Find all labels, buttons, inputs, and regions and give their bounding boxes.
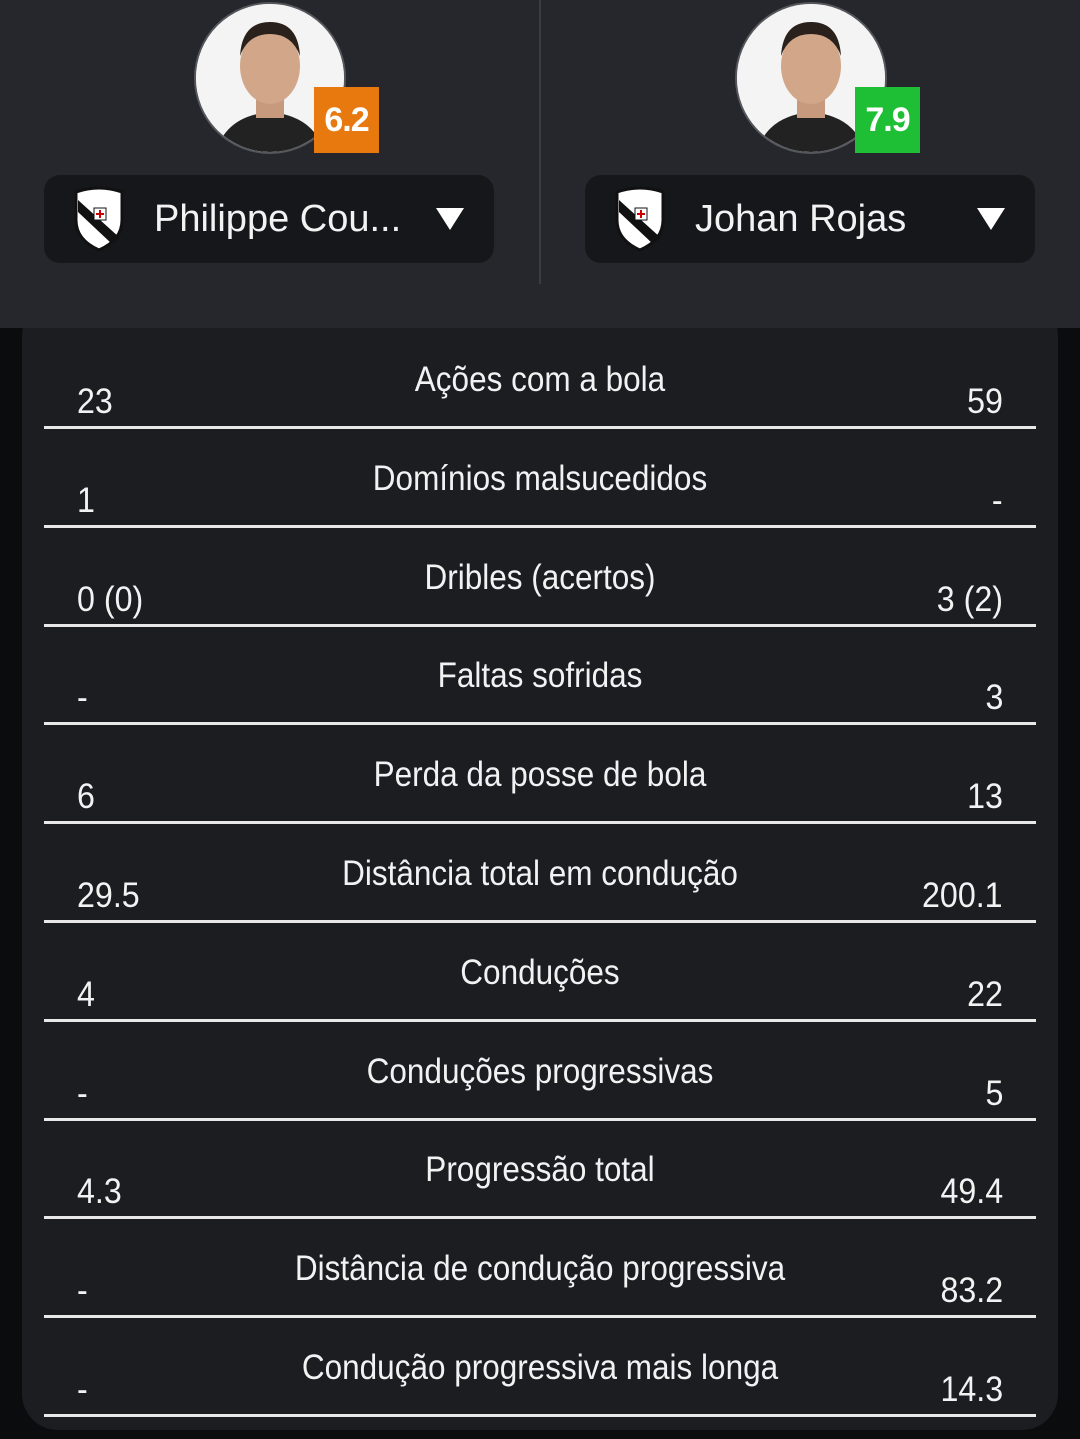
divider (539, 0, 541, 284)
stat-label: Conduções (460, 952, 620, 992)
stat-right-value: 3 (985, 678, 1003, 718)
stat-label: Faltas sofridas (437, 656, 643, 696)
player-compare-header: 6.2 Philippe Cou... 7.9 Johan Rojas (0, 0, 1080, 328)
stat-row: 6 Perda da posse de bola 13 (44, 725, 1036, 825)
player-name: Johan Rojas (695, 197, 907, 240)
stat-row: - Distância de condução progressiva 83.2 (44, 1219, 1036, 1319)
stat-row: 29.5 Distância total em condução 200.1 (44, 824, 1036, 923)
stat-label: Ações com a bola (414, 360, 666, 399)
stat-right-value: 5 (985, 1073, 1003, 1113)
stat-row: 23 Ações com a bola 59 (44, 330, 1036, 429)
player-left: 6.2 Philippe Cou... (44, 0, 494, 270)
stat-right-value: 3 (2) (936, 579, 1003, 619)
stat-label: Perda da posse de bola (373, 755, 707, 795)
stat-label: Progressão total (425, 1150, 655, 1190)
stat-left-value: 1 (77, 480, 95, 520)
stat-left-value: 23 (77, 382, 113, 421)
stat-label: Domínios malsucedidos (372, 458, 708, 498)
stat-left-value: - (77, 1370, 88, 1409)
stat-left-value: 6 (77, 777, 95, 817)
stat-row: - Faltas sofridas 3 (44, 626, 1036, 726)
rating-badge: 7.9 (855, 87, 920, 153)
club-crest-icon (585, 186, 667, 252)
stat-label: Condução progressiva mais longa (301, 1348, 779, 1387)
stat-left-value: - (77, 1271, 88, 1311)
stat-right-value: 83.2 (940, 1271, 1003, 1311)
player-right: 7.9 Johan Rojas (585, 0, 1035, 270)
stat-right-value: 14.3 (940, 1370, 1003, 1409)
stat-row: 0 (0) Dribles (acertos) 3 (2) (44, 528, 1036, 627)
stat-label: Dribles (acertos) (424, 557, 656, 597)
player-avatar (194, 2, 346, 154)
stat-left-value: - (77, 678, 88, 718)
club-crest-icon (44, 186, 126, 252)
player-name: Philippe Cou... (154, 197, 402, 240)
rating-badge: 6.2 (314, 87, 379, 153)
stat-left-value: - (77, 1073, 88, 1113)
chevron-down-icon[interactable] (436, 208, 464, 230)
stat-label: Conduções progressivas (366, 1051, 714, 1091)
stat-right-value: 22 (967, 974, 1003, 1014)
player-select-dropdown[interactable]: Philippe Cou... (44, 175, 494, 263)
stat-right-value: 49.4 (940, 1172, 1003, 1212)
stat-row: 4.3 Progressão total 49.4 (44, 1120, 1036, 1220)
stat-row: - Condução progressiva mais longa 14.3 (44, 1318, 1036, 1417)
player-select-dropdown[interactable]: Johan Rojas (585, 175, 1035, 263)
stat-left-value: 0 (0) (77, 579, 144, 619)
stat-label: Distância total em condução (342, 854, 738, 893)
stat-left-value: 4.3 (77, 1172, 122, 1212)
stat-row: 1 Domínios malsucedidos - (44, 429, 1036, 528)
stat-row: - Conduções progressivas 5 (44, 1022, 1036, 1121)
stat-right-value: - (992, 480, 1003, 520)
stat-right-value: 59 (967, 382, 1003, 421)
stat-right-value: 13 (967, 777, 1003, 817)
chevron-down-icon[interactable] (977, 208, 1005, 230)
stat-right-value: 200.1 (922, 876, 1003, 915)
stat-row: 4 Conduções 22 (44, 923, 1036, 1022)
stat-left-value: 29.5 (77, 876, 140, 915)
stat-label: Distância de condução progressiva (294, 1249, 786, 1289)
stat-left-value: 4 (77, 974, 95, 1014)
stats-card (22, 300, 1058, 1430)
